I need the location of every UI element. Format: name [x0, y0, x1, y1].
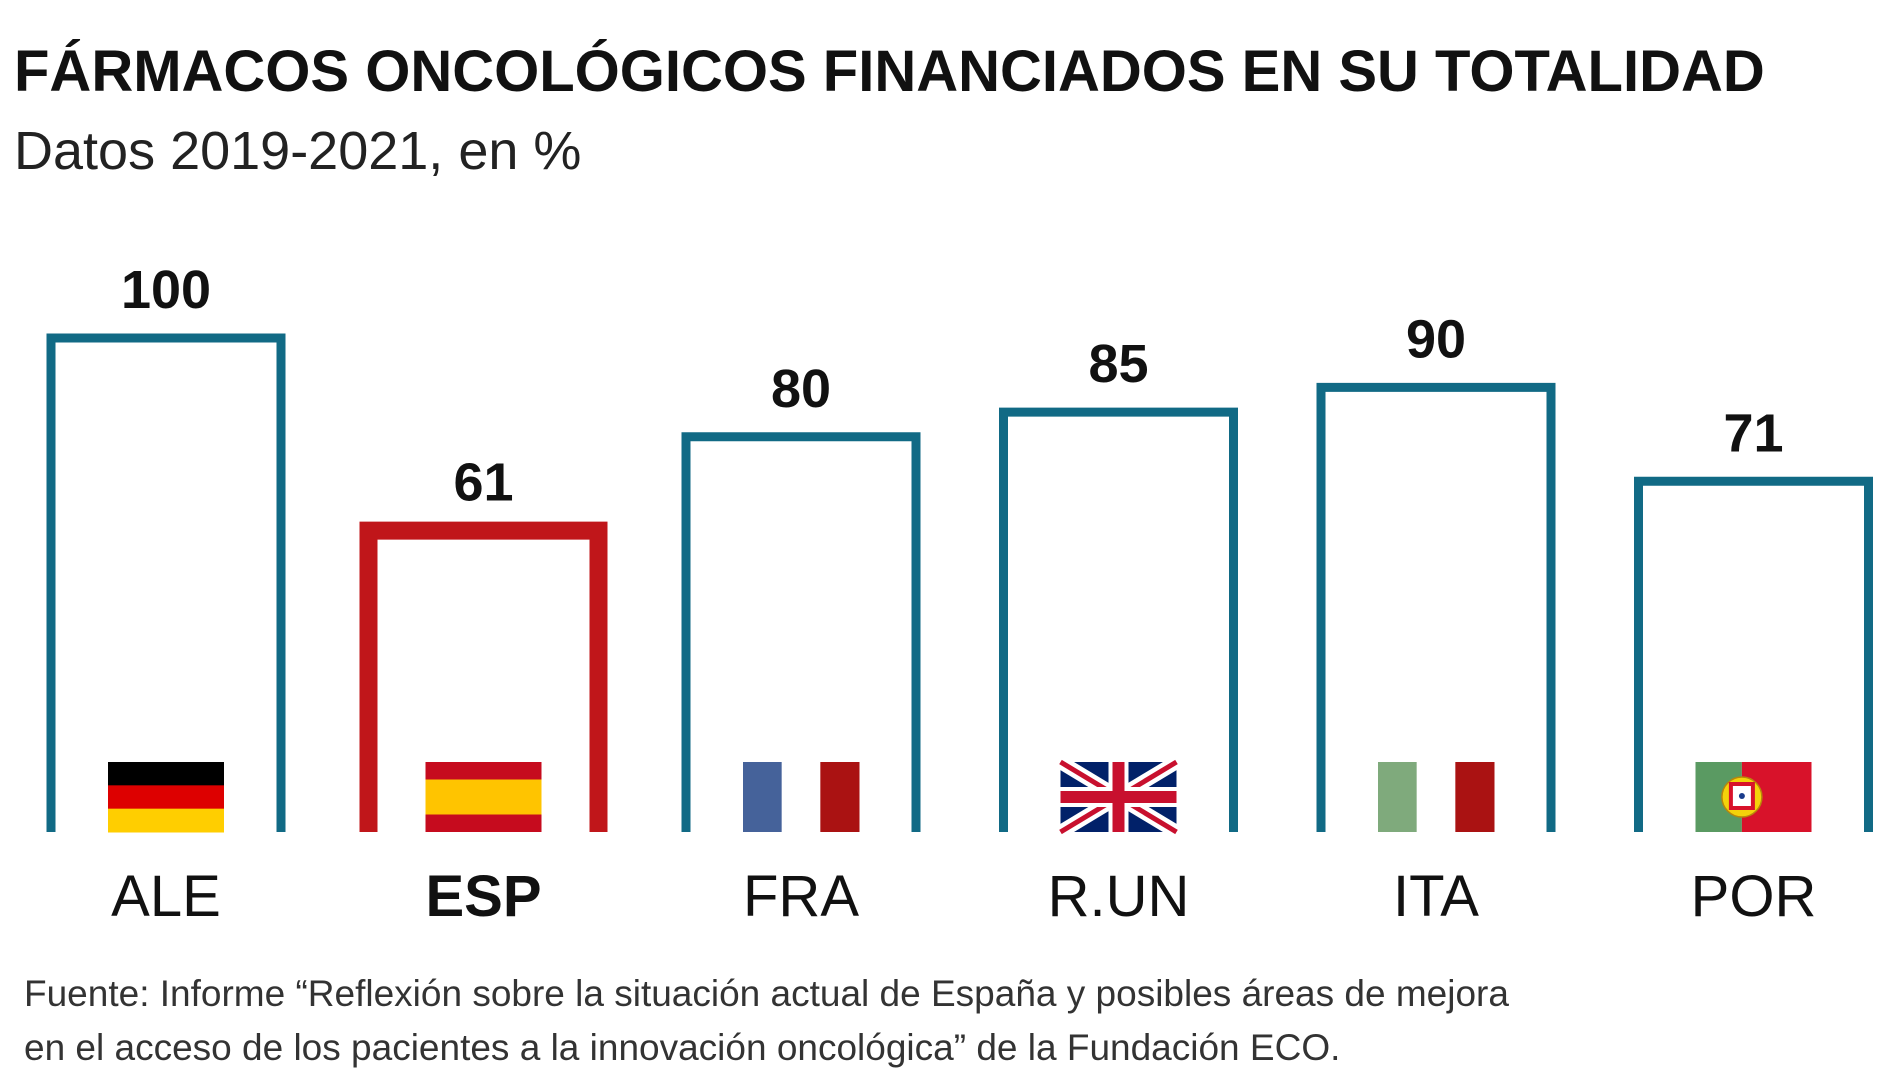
bar-group-ale: 100 ALE [46, 260, 286, 929]
data-label: 90 [1406, 309, 1466, 369]
flag-cross [1112, 762, 1125, 832]
portugal-flag [1695, 762, 1812, 832]
source-line-1: Fuente: Informe “Reflexión sobre la situ… [24, 973, 1509, 1014]
data-label: 61 [453, 453, 513, 513]
bar-group-fra: 80 FRA [681, 359, 921, 929]
category-label: FRA [743, 864, 859, 929]
source-line-2: en el acceso de los pacientes a la innov… [24, 1027, 1341, 1068]
flag-stripe [108, 785, 224, 810]
spain-flag [425, 762, 542, 832]
bar-group-por: 71 POR [1634, 403, 1873, 929]
italy-flag [1378, 762, 1495, 832]
flag-stripe [820, 762, 860, 832]
flag-stripe [781, 762, 821, 832]
uk-flag [1056, 756, 1181, 838]
flag-stripe [1455, 762, 1495, 832]
bar [359, 521, 608, 832]
category-label: ESP [425, 864, 541, 929]
category-label: R.UN [1048, 864, 1190, 929]
flag-stripe [108, 762, 224, 786]
data-label: 100 [121, 260, 211, 320]
bar-group-run: 85 R.UN [999, 334, 1238, 929]
bar [999, 407, 1238, 832]
flag-stripe [743, 762, 783, 832]
chart-title: FÁRMACOS ONCOLÓGICOS FINANCIADOS EN SU T… [14, 39, 1765, 104]
data-label: 85 [1088, 334, 1148, 394]
bar-group-esp: 61 ESP [359, 453, 608, 929]
data-label: 80 [771, 359, 831, 419]
flag-stripe [1416, 762, 1456, 832]
category-label: ITA [1393, 864, 1479, 929]
bar [1634, 476, 1873, 832]
source-note: Fuente: Informe “Reflexión sobre la situ… [24, 967, 1884, 1075]
germany-flag [108, 762, 224, 833]
chart-subtitle: Datos 2019-2021, en % [14, 121, 582, 181]
flag-emblem [1738, 793, 1745, 799]
france-flag [743, 762, 860, 832]
flag-stripe [1378, 762, 1418, 832]
category-label: POR [1691, 864, 1817, 929]
bar [46, 333, 286, 832]
bar [681, 432, 921, 832]
bar [1316, 382, 1556, 832]
category-label: ALE [111, 864, 221, 929]
flag-stripe [108, 808, 224, 833]
data-label: 71 [1723, 403, 1783, 463]
flag-stripe [425, 779, 542, 815]
bar-group-ita: 90 ITA [1316, 309, 1556, 929]
